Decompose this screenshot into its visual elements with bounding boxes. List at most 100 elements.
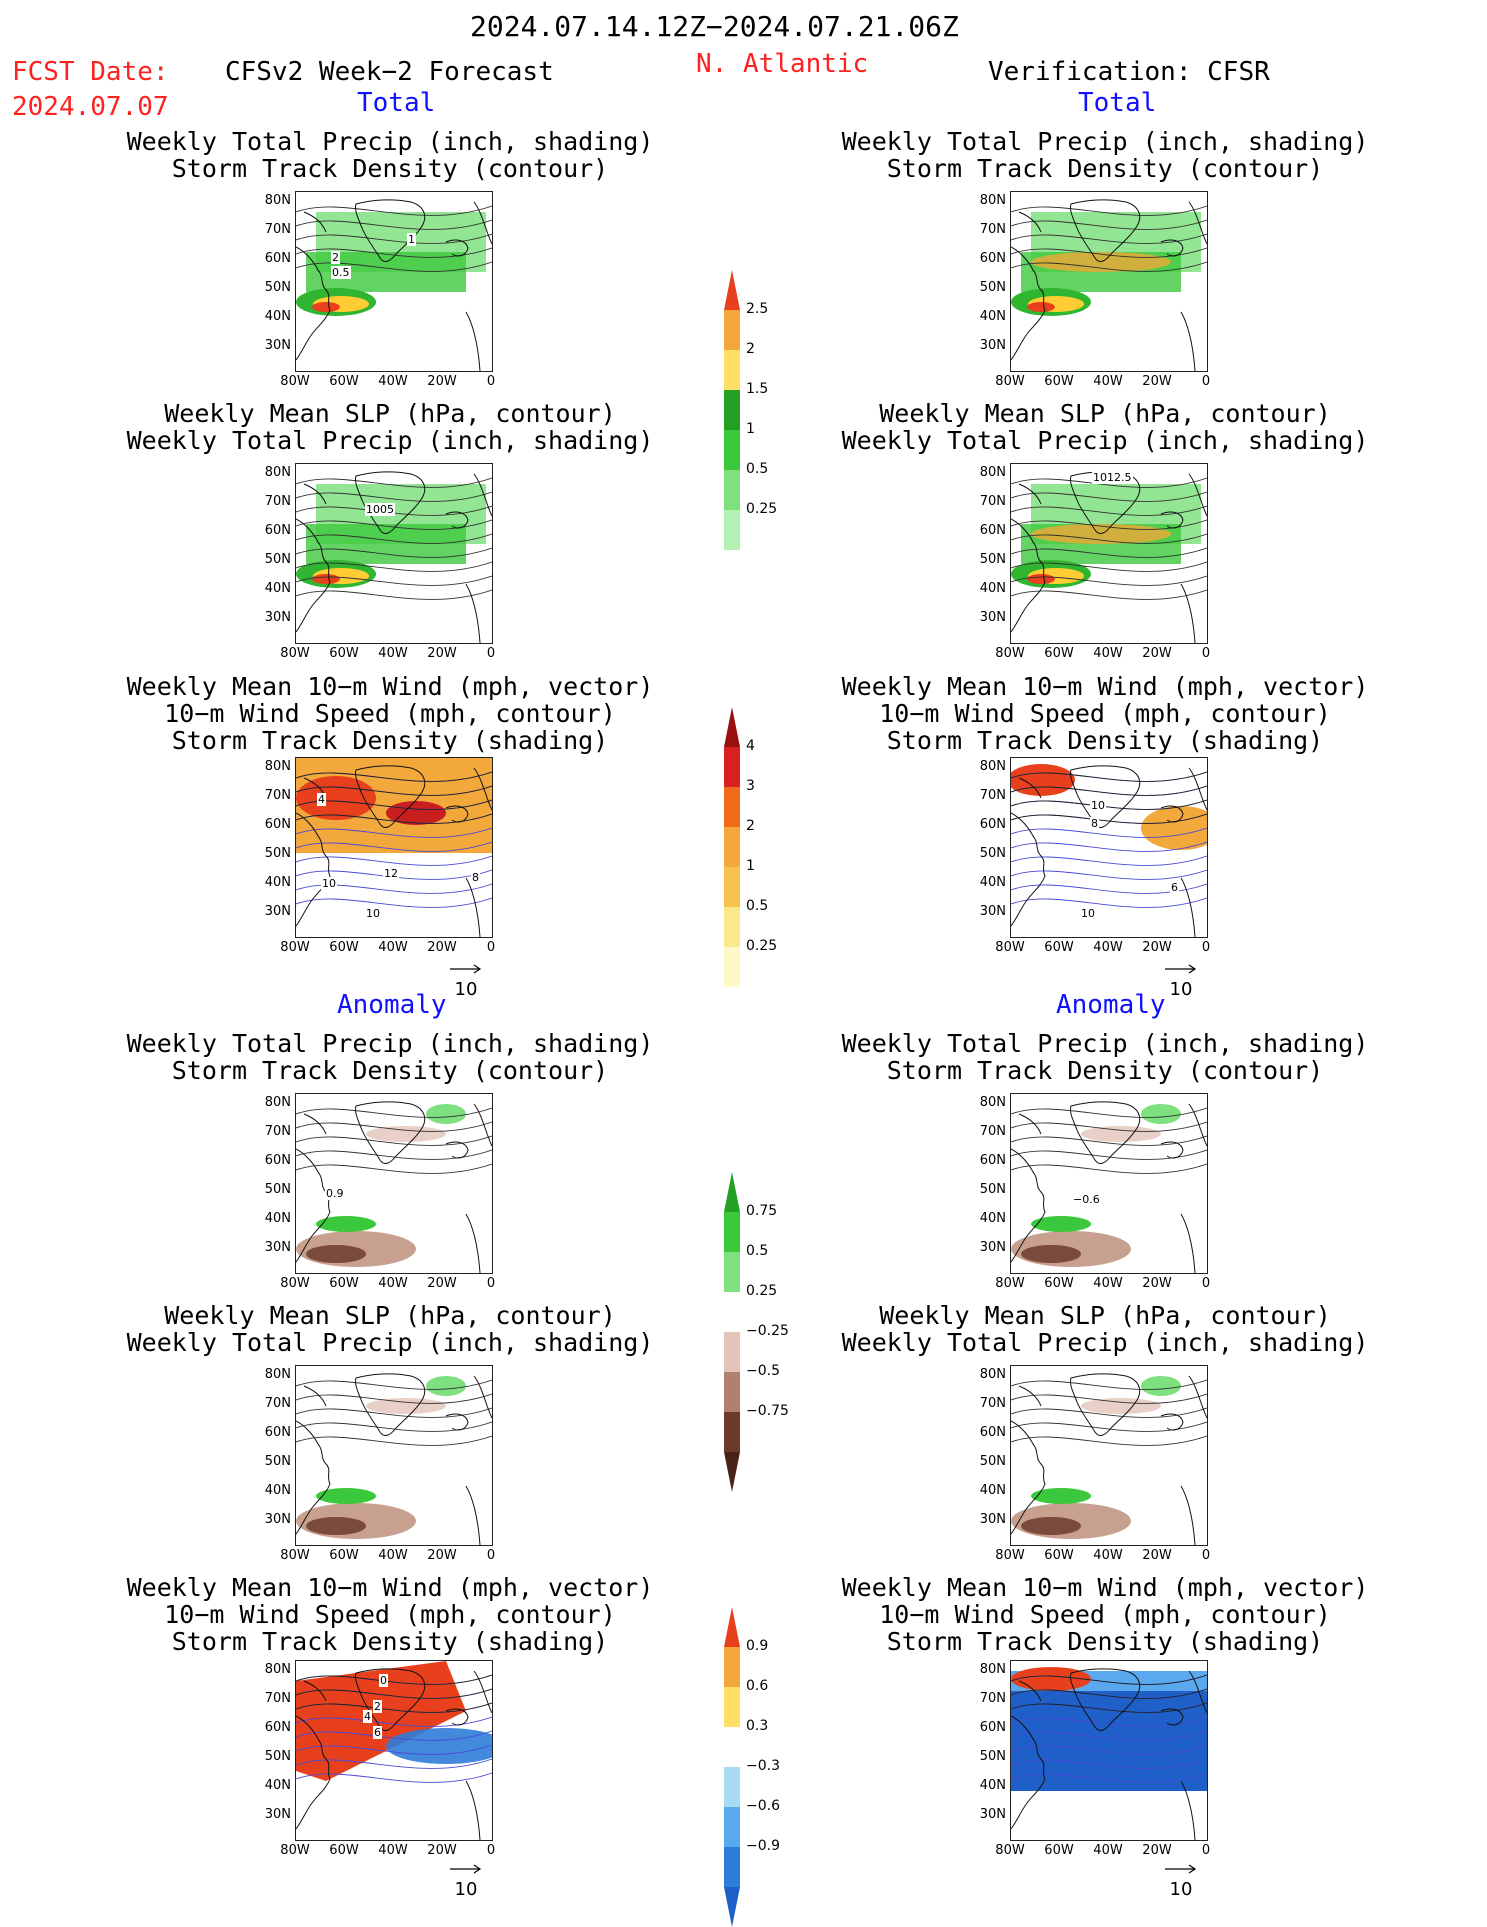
contour-value-label: 1005 — [365, 503, 395, 516]
longitude-label: 40W — [1093, 1843, 1123, 1858]
longitude-label: 0 — [1201, 1548, 1211, 1563]
colorbar-tick-label: −0.25 — [746, 1323, 789, 1339]
latitude-label: 60N — [264, 1153, 291, 1168]
latitude-label: 60N — [264, 251, 291, 266]
latitude-label: 60N — [979, 1425, 1006, 1440]
colorbar-tick-label: 1 — [746, 858, 755, 874]
latitude-label: 50N — [979, 280, 1006, 295]
longitude-label: 80W — [280, 1276, 310, 1291]
latitude-label: 80N — [264, 465, 291, 480]
latitude-label: 50N — [264, 552, 291, 567]
latitude-label: 70N — [979, 1691, 1006, 1706]
latitude-label: 80N — [264, 193, 291, 208]
contour-value-label: 2 — [331, 251, 340, 264]
longitude-label: 80W — [280, 1548, 310, 1563]
latitude-label: 60N — [979, 523, 1006, 538]
latitude-label: 30N — [264, 338, 291, 353]
latitude-label: 30N — [264, 1807, 291, 1822]
latitude-label: 60N — [979, 817, 1006, 832]
longitude-label: 0 — [1201, 1843, 1211, 1858]
vf-anom-wind-title: Weekly Mean 10−m Wind (mph, vector) 10−m … — [841, 1573, 1369, 1656]
contour-value-label: 12 — [383, 867, 399, 880]
longitude-label: 40W — [378, 374, 408, 389]
fc-awind-map — [295, 1660, 493, 1841]
longitude-label: 20W — [427, 646, 457, 661]
period-title: 2024.07.14.12Z−2024.07.21.06Z — [470, 10, 959, 43]
contour-value-label: 8 — [471, 871, 480, 884]
latitude-label: 80N — [979, 1367, 1006, 1382]
latitude-label: 80N — [979, 1095, 1006, 1110]
latitude-label: 70N — [264, 494, 291, 509]
longitude-label: 0 — [1201, 646, 1211, 661]
fc-aprecip-map — [295, 1093, 493, 1274]
contour-value-label: 10 — [1090, 799, 1106, 812]
verification-title: Verification: CFSR — [988, 57, 1270, 87]
longitude-label: 40W — [1093, 1276, 1123, 1291]
longitude-label: 80W — [995, 374, 1025, 389]
fc-precip-map — [295, 191, 493, 372]
latitude-label: 50N — [979, 1454, 1006, 1469]
latitude-label: 70N — [979, 494, 1006, 509]
longitude-label: 60W — [329, 646, 359, 661]
vf-slp-map — [1010, 463, 1208, 644]
fc-anom-wind-title: Weekly Mean 10−m Wind (mph, vector) 10−m … — [126, 1573, 654, 1656]
latitude-label: 40N — [979, 1211, 1006, 1226]
contour-value-label: 1012.5 — [1092, 471, 1133, 484]
fc-aslp-map — [295, 1365, 493, 1546]
longitude-label: 80W — [280, 646, 310, 661]
latitude-label: 30N — [264, 1512, 291, 1527]
colorbar-tick-label: 1 — [746, 421, 755, 437]
longitude-label: 60W — [329, 1843, 359, 1858]
latitude-label: 40N — [264, 581, 291, 596]
region-title: N. Atlantic — [696, 49, 869, 79]
colorbar-tick-label: −0.75 — [746, 1403, 789, 1419]
latitude-label: 70N — [264, 222, 291, 237]
latitude-label: 30N — [264, 610, 291, 625]
latitude-label: 50N — [264, 280, 291, 295]
latitude-label: 40N — [264, 309, 291, 324]
longitude-label: 0 — [486, 1843, 496, 1858]
latitude-label: 80N — [979, 1662, 1006, 1677]
latitude-label: 70N — [979, 1124, 1006, 1139]
longitude-label: 0 — [1201, 374, 1211, 389]
longitude-label: 80W — [995, 646, 1025, 661]
fc-total-wind-title: Weekly Mean 10−m Wind (mph, vector) 10−m … — [126, 672, 654, 755]
longitude-label: 80W — [995, 940, 1025, 955]
contour-value-label: 4 — [317, 793, 326, 806]
latitude-label: 40N — [264, 875, 291, 890]
contour-value-label: 10 — [365, 907, 381, 920]
latitude-label: 40N — [979, 875, 1006, 890]
colorbar-tick-label: 2.5 — [746, 301, 769, 317]
latitude-label: 30N — [979, 904, 1006, 919]
latitude-label: 50N — [264, 1749, 291, 1764]
colorbar-tick-label: 0.5 — [746, 898, 769, 914]
colorbar-tick-label: 2 — [746, 341, 755, 357]
colorbar-tick-label: 0.25 — [746, 501, 778, 517]
latitude-label: 80N — [264, 1367, 291, 1382]
vf-precip-map — [1010, 191, 1208, 372]
longitude-label: 40W — [1093, 1548, 1123, 1563]
colorbar-tick-label: 0.9 — [746, 1638, 769, 1654]
vf-awind-map — [1010, 1660, 1208, 1841]
colorbar-tick-label: 3 — [746, 778, 755, 794]
vf-total-precip-title: Weekly Total Precip (inch, shading) Storm… — [841, 127, 1369, 183]
contour-value-label: 1 — [407, 233, 416, 246]
latitude-label: 70N — [264, 1691, 291, 1706]
latitude-label: 80N — [264, 759, 291, 774]
colorbar-tick-label: 2 — [746, 818, 755, 834]
longitude-label: 40W — [378, 1276, 408, 1291]
latitude-label: 30N — [979, 1512, 1006, 1527]
latitude-label: 30N — [979, 610, 1006, 625]
longitude-label: 80W — [995, 1276, 1025, 1291]
latitude-label: 40N — [979, 309, 1006, 324]
longitude-label: 60W — [1044, 646, 1074, 661]
vf-anom-precip-title: Weekly Total Precip (inch, shading) Storm… — [841, 1029, 1369, 1085]
vf-total-wind-title: Weekly Mean 10−m Wind (mph, vector) 10−m … — [841, 672, 1369, 755]
colorbar-tick-label: 4 — [746, 738, 755, 754]
longitude-label: 20W — [1142, 940, 1172, 955]
latitude-label: 70N — [264, 1396, 291, 1411]
latitude-label: 70N — [264, 788, 291, 803]
latitude-label: 30N — [979, 338, 1006, 353]
longitude-label: 60W — [329, 1276, 359, 1291]
longitude-label: 0 — [486, 374, 496, 389]
